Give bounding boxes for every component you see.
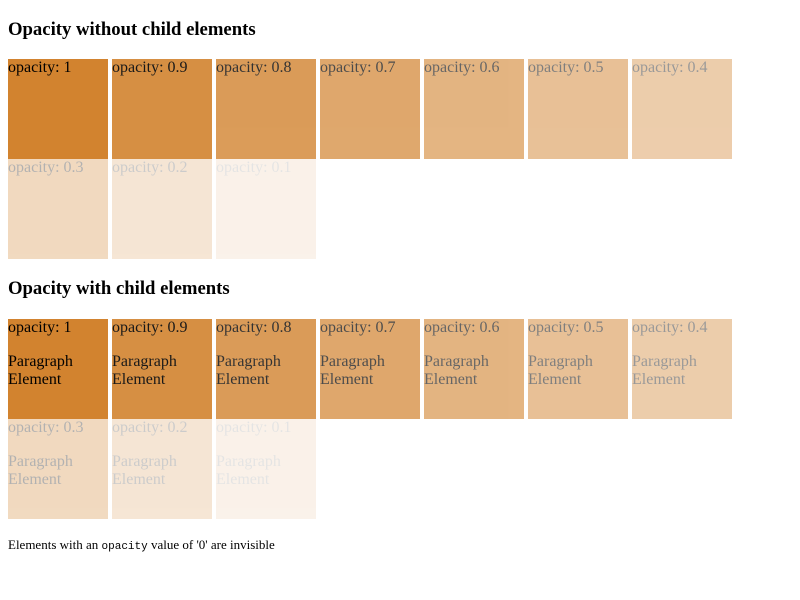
opacity-label: opacity: 0.2	[112, 159, 188, 176]
paragraph-element: Paragraph Element	[216, 453, 281, 488]
opacity-box: opacity: 0.2 Paragraph Element	[112, 419, 212, 519]
opacity-label: opacity: 0.8	[216, 319, 292, 336]
opacity-label: opacity: 1	[8, 319, 72, 336]
opacity-box: opacity: 0.8	[216, 59, 316, 159]
opacity-box: opacity: 0.7	[320, 59, 420, 159]
opacity-label: opacity: 0.4	[632, 319, 708, 336]
footnote-prefix: Elements with an	[8, 537, 102, 552]
footnote: Elements with an opacity value of '0' ar…	[8, 537, 275, 555]
opacity-box: opacity: 1	[8, 59, 108, 159]
opacity-grid-without-children: opacity: 1 opacity: 0.9 opacity: 0.8 opacit…	[8, 59, 736, 259]
opacity-box: opacity: 1 Paragraph Element	[8, 319, 108, 419]
opacity-box: opacity: 0.3 Paragraph Element	[8, 419, 108, 519]
paragraph-element: Paragraph Element	[112, 353, 177, 388]
opacity-label: opacity: 0.6	[424, 59, 500, 76]
opacity-box: opacity: 0.5 Paragraph Element	[528, 319, 628, 419]
opacity-label: opacity: 0.9	[112, 319, 188, 336]
opacity-box: opacity: 0.6	[424, 59, 524, 159]
footnote-suffix: value of '0' are invisible	[147, 537, 275, 552]
opacity-label: opacity: 0.5	[528, 59, 604, 76]
opacity-label: opacity: 0.4	[632, 59, 708, 76]
opacity-box: opacity: 0.1	[216, 159, 316, 259]
opacity-box: opacity: 0.4 Paragraph Element	[632, 319, 732, 419]
paragraph-element: Paragraph Element	[216, 353, 281, 388]
opacity-label: opacity: 0.1	[216, 159, 292, 176]
paragraph-element: Paragraph Element	[112, 453, 177, 488]
section-heading-without-children: Opacity without child elements	[8, 19, 256, 40]
opacity-box: opacity: 0.9	[112, 59, 212, 159]
opacity-box: opacity: 0.9 Paragraph Element	[112, 319, 212, 419]
opacity-label: opacity: 0.3	[8, 159, 84, 176]
opacity-box: opacity: 0.5	[528, 59, 628, 159]
opacity-label: opacity: 1	[8, 59, 72, 76]
opacity-label: opacity: 0.2	[112, 419, 188, 436]
opacity-label: opacity: 0.7	[320, 319, 396, 336]
opacity-box: opacity: 0.8 Paragraph Element	[216, 319, 316, 419]
opacity-box: opacity: 0.6 Paragraph Element	[424, 319, 524, 419]
paragraph-element: Paragraph Element	[632, 353, 697, 388]
paragraph-element: Paragraph Element	[8, 353, 73, 388]
opacity-label: opacity: 0.8	[216, 59, 292, 76]
opacity-box: opacity: 0.1 Paragraph Element	[216, 419, 316, 519]
opacity-label: opacity: 0.3	[8, 419, 84, 436]
paragraph-element: Paragraph Element	[424, 353, 489, 388]
opacity-label: opacity: 0.5	[528, 319, 604, 336]
opacity-box: opacity: 0.4	[632, 59, 732, 159]
opacity-label: opacity: 0.9	[112, 59, 188, 76]
section-heading-with-children: Opacity with child elements	[8, 278, 230, 299]
paragraph-element: Paragraph Element	[528, 353, 593, 388]
paragraph-element: Paragraph Element	[320, 353, 385, 388]
opacity-grid-with-children: opacity: 1 Paragraph Element opacity: 0.9 P…	[8, 319, 736, 519]
opacity-box: opacity: 0.3	[8, 159, 108, 259]
opacity-label: opacity: 0.1	[216, 419, 292, 436]
opacity-box: opacity: 0.7 Paragraph Element	[320, 319, 420, 419]
opacity-box: opacity: 0.2	[112, 159, 212, 259]
paragraph-element: Paragraph Element	[8, 453, 73, 488]
opacity-label: opacity: 0.6	[424, 319, 500, 336]
opacity-label: opacity: 0.7	[320, 59, 396, 76]
footnote-code: opacity	[101, 541, 148, 553]
